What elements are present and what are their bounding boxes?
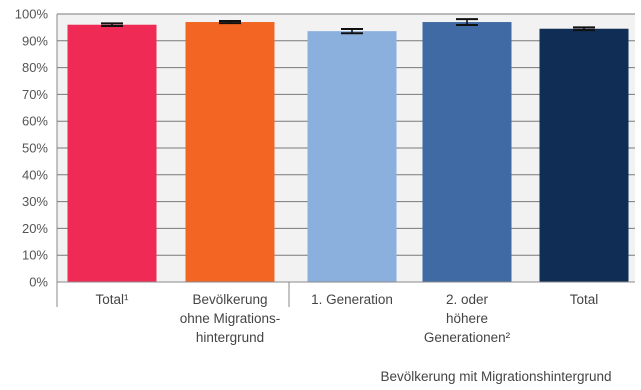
bar xyxy=(539,28,629,282)
y-tick-label: 0% xyxy=(29,275,48,290)
x-tick-label: Total xyxy=(570,292,599,307)
x-tick-label: ohne Migrations- xyxy=(180,311,281,326)
error-bar xyxy=(573,26,595,32)
y-tick-label: 60% xyxy=(22,114,48,129)
y-tick-label: 80% xyxy=(22,60,48,75)
x-axis xyxy=(56,14,635,307)
x-tick-label: 1. Generation xyxy=(311,292,393,307)
x-tick-label: Bevölkerung xyxy=(192,292,267,307)
x-tick-label: 2. oder xyxy=(446,292,489,307)
bar xyxy=(67,24,157,282)
bar xyxy=(185,22,275,282)
error-bar xyxy=(101,22,123,28)
category-labels: Total¹ Bevölkerung ohne Migrations-hinterg… xyxy=(95,292,598,345)
y-tick-label: 40% xyxy=(22,167,48,182)
x-tick-label: Total¹ xyxy=(95,292,129,307)
bar xyxy=(422,22,512,282)
x-tick-label: höhere xyxy=(446,311,488,326)
y-axis-ticks: 0% 10% 20% 30% 40% 50% 60% 70% 80% 90% 100% xyxy=(15,7,49,290)
y-tick-label: 100% xyxy=(15,7,49,22)
group-label: Bevölkerung mit Migrationshintergrund xyxy=(380,369,611,384)
error-bar xyxy=(456,18,478,26)
error-bars xyxy=(101,18,595,35)
error-bar xyxy=(219,19,241,25)
y-tick-label: 70% xyxy=(22,87,48,102)
y-tick-label: 20% xyxy=(22,221,48,236)
bar xyxy=(307,31,397,282)
bars xyxy=(67,22,629,282)
error-bar xyxy=(341,28,363,35)
x-tick-label: Generationen² xyxy=(424,330,511,345)
y-tick-label: 30% xyxy=(22,194,48,209)
x-tick-label: hintergrund xyxy=(196,330,264,345)
y-tick-label: 50% xyxy=(22,141,48,156)
y-tick-label: 10% xyxy=(22,248,48,263)
y-tick-label: 90% xyxy=(22,33,48,48)
